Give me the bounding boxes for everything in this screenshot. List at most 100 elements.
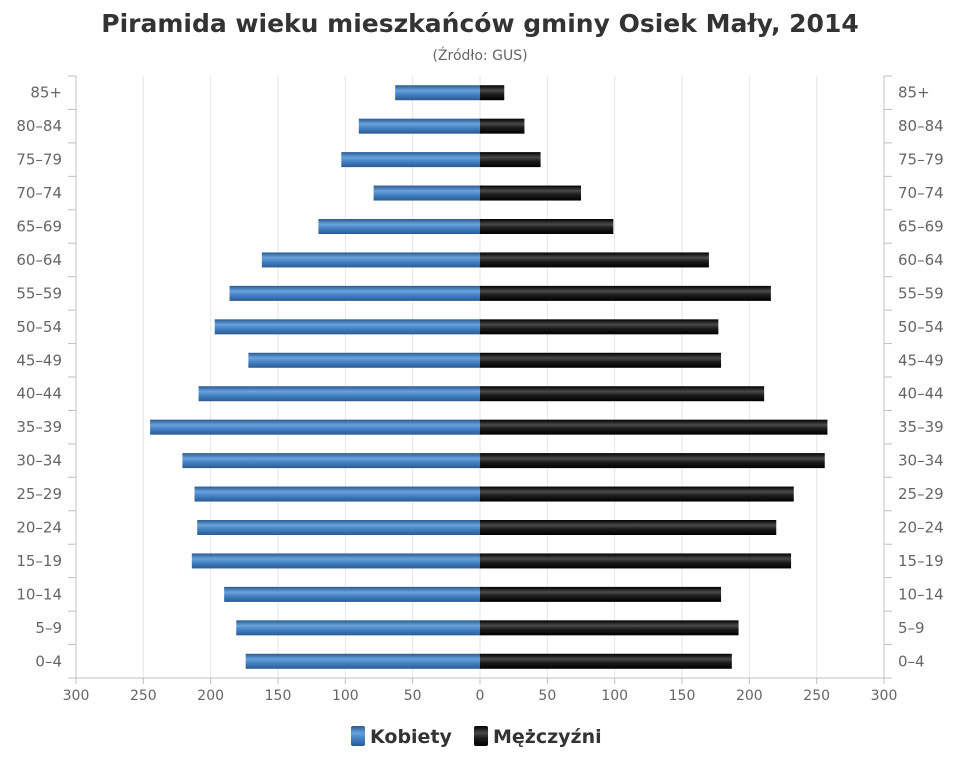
category-label-left: 5–9 — [35, 619, 62, 637]
category-label-left: 55–59 — [16, 284, 62, 302]
bar-kobiety-70-74[interactable] — [373, 185, 480, 201]
bar-mezczyzni-65-69[interactable] — [480, 219, 614, 234]
category-label-right: 60–64 — [898, 251, 944, 269]
bar-kobiety-10-14[interactable] — [224, 586, 480, 602]
bar-mezczyzni-45-49[interactable] — [480, 352, 722, 368]
legend-swatch-mezczyzni — [474, 726, 488, 746]
x-tick-label: 200 — [736, 688, 763, 704]
legend-label-mezczyzni: Mężczyźni — [493, 726, 602, 748]
category-label-left: 85+ — [30, 84, 62, 102]
category-label-right: 85+ — [898, 84, 930, 102]
category-label-left: 45–49 — [16, 351, 62, 369]
bar-kobiety-85plus[interactable] — [395, 85, 480, 101]
bar-kobiety-40-44[interactable] — [198, 386, 480, 402]
category-label-right: 75–79 — [898, 151, 944, 169]
x-tick-label: 150 — [669, 688, 696, 704]
bar-mezczyzni-40-44[interactable] — [480, 386, 765, 402]
x-tick-label: 50 — [538, 688, 556, 704]
legend-label-kobiety: Kobiety — [370, 726, 453, 748]
category-label-right: 40–44 — [898, 385, 944, 403]
bar-kobiety-0-4[interactable] — [245, 653, 480, 669]
category-label-left: 0–4 — [35, 652, 62, 670]
category-label-left: 50–54 — [16, 318, 62, 336]
bars-layer — [150, 85, 828, 669]
bar-mezczyzni-85plus[interactable] — [480, 85, 505, 101]
category-label-left: 25–29 — [16, 485, 62, 503]
category-label-left: 75–79 — [16, 151, 62, 169]
x-tick-label: 200 — [197, 688, 224, 704]
category-label-left: 20–24 — [16, 519, 62, 537]
bar-mezczyzni-30-34[interactable] — [480, 453, 825, 469]
bar-mezczyzni-20-24[interactable] — [480, 520, 777, 535]
category-label-right: 65–69 — [898, 218, 944, 236]
legend-swatch-kobiety — [351, 726, 365, 746]
bar-mezczyzni-15-19[interactable] — [480, 553, 792, 569]
category-label-left: 35–39 — [16, 418, 62, 436]
bar-mezczyzni-55-59[interactable] — [480, 285, 771, 301]
category-label-left: 10–14 — [16, 585, 62, 603]
bar-kobiety-20-24[interactable] — [197, 520, 480, 535]
chart-subtitle: (Źródło: GUS) — [432, 46, 527, 64]
legend-item-kobiety[interactable]: Kobiety — [351, 726, 453, 748]
x-tick-label: 150 — [265, 688, 292, 704]
category-label-right: 80–84 — [898, 117, 944, 135]
category-label-right: 30–34 — [898, 452, 944, 470]
category-label-right: 55–59 — [898, 284, 944, 302]
category-label-left: 15–19 — [16, 552, 62, 570]
bar-mezczyzni-60-64[interactable] — [480, 252, 709, 268]
category-label-right: 45–49 — [898, 351, 944, 369]
bar-kobiety-50-54[interactable] — [214, 319, 480, 335]
category-label-left: 40–44 — [16, 385, 62, 403]
bar-kobiety-25-29[interactable] — [194, 486, 481, 502]
bar-kobiety-75-79[interactable] — [341, 152, 480, 168]
category-labels: 85+ 85+ 80–84 80–84 75–79 75–79 70–74 70–74 65–6… — [16, 84, 943, 671]
x-tick-label: 100 — [601, 688, 628, 704]
bar-mezczyzni-75-79[interactable] — [480, 152, 541, 168]
bar-kobiety-35-39[interactable] — [150, 419, 481, 435]
bar-kobiety-60-64[interactable] — [261, 252, 480, 268]
category-label-right: 5–9 — [898, 619, 925, 637]
bar-kobiety-5-9[interactable] — [236, 620, 480, 636]
x-tick-label: 250 — [130, 688, 157, 704]
category-label-right: 10–14 — [898, 585, 944, 603]
category-label-right: 15–19 — [898, 552, 944, 570]
bar-kobiety-65-69[interactable] — [318, 219, 480, 234]
category-label-right: 20–24 — [898, 519, 944, 537]
legend: Kobiety Mężczyźni — [351, 726, 602, 748]
bar-kobiety-15-19[interactable] — [191, 553, 480, 569]
category-label-left: 60–64 — [16, 251, 62, 269]
category-label-right: 50–54 — [898, 318, 944, 336]
bar-mezczyzni-5-9[interactable] — [480, 620, 739, 636]
category-label-left: 70–74 — [16, 184, 62, 202]
bar-mezczyzni-50-54[interactable] — [480, 319, 719, 335]
bar-mezczyzni-70-74[interactable] — [480, 185, 581, 201]
bar-mezczyzni-80-84[interactable] — [480, 118, 525, 134]
bar-mezczyzni-35-39[interactable] — [480, 419, 828, 435]
category-label-left: 30–34 — [16, 452, 62, 470]
category-label-right: 70–74 — [898, 184, 944, 202]
x-tick-label: 50 — [404, 688, 422, 704]
category-label-right: 25–29 — [898, 485, 944, 503]
bar-kobiety-55-59[interactable] — [229, 285, 480, 301]
category-label-left: 80–84 — [16, 117, 62, 135]
grid-layer — [68, 75, 892, 679]
bar-kobiety-45-49[interactable] — [248, 352, 480, 368]
x-tick-label: 300 — [871, 688, 898, 704]
x-tick-label: 100 — [332, 688, 359, 704]
category-label-right: 35–39 — [898, 418, 944, 436]
bar-mezczyzni-25-29[interactable] — [480, 486, 794, 502]
category-label-right: 0–4 — [898, 652, 925, 670]
x-tick-label: 250 — [803, 688, 830, 704]
x-tick-label: 0 — [476, 688, 485, 704]
bar-mezczyzni-10-14[interactable] — [480, 586, 722, 602]
bar-kobiety-30-34[interactable] — [182, 453, 481, 469]
chart-title: Piramida wieku mieszkańców gminy Osiek M… — [101, 9, 858, 38]
legend-item-mezczyzni[interactable]: Mężczyźni — [474, 726, 602, 748]
category-label-left: 65–69 — [16, 218, 62, 236]
bar-kobiety-80-84[interactable] — [358, 118, 480, 134]
x-tick-label: 300 — [63, 688, 90, 704]
bar-mezczyzni-0-4[interactable] — [480, 653, 732, 669]
x-axis-ticks: 300 250 200 150 100 50 0 50 100 150 200 250 300 — [63, 678, 898, 704]
